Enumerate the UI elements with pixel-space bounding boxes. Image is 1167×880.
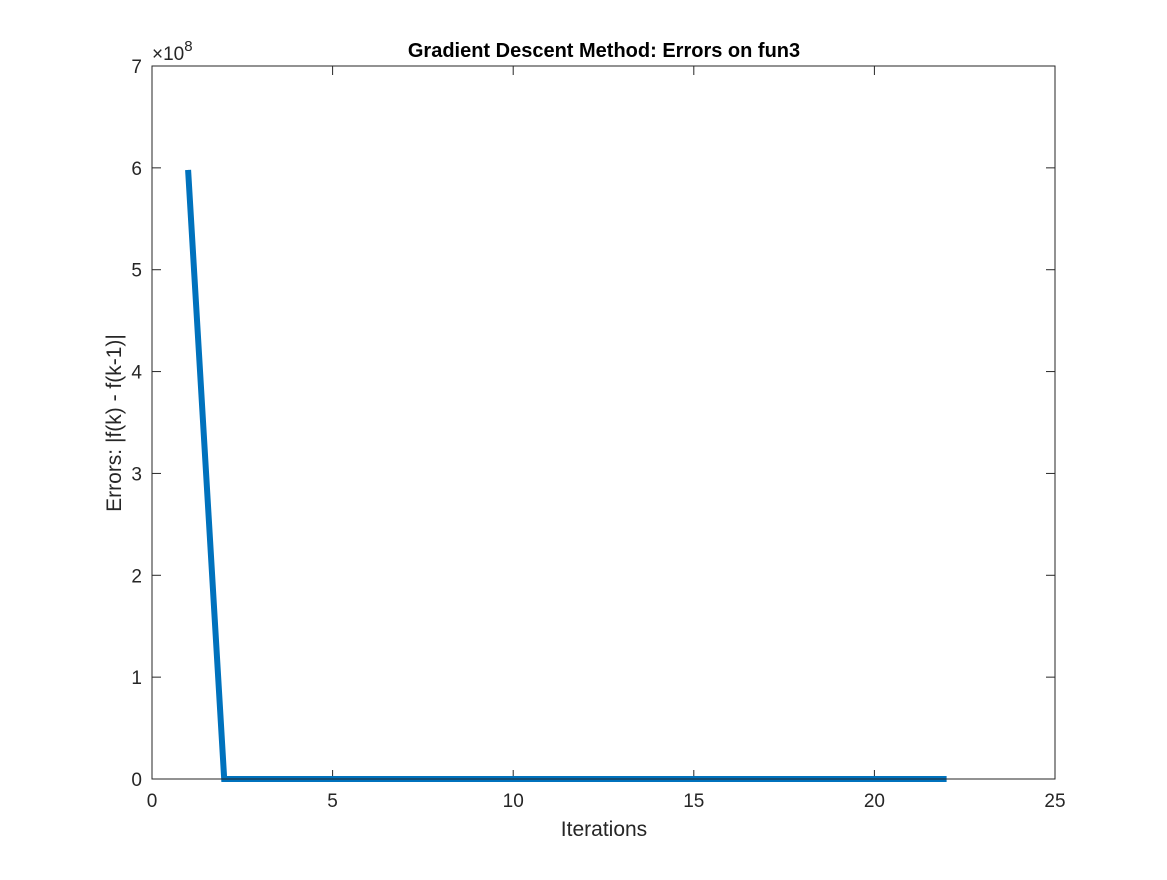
x-tick-label: 20 (864, 791, 885, 812)
y-axis-exponent-power: 8 (184, 38, 192, 55)
x-tick-label: 15 (683, 791, 704, 812)
y-tick-label: 5 (131, 261, 142, 282)
y-tick-label: 2 (131, 566, 142, 587)
x-tick-label: 10 (503, 791, 524, 812)
plot-area (152, 66, 1055, 779)
y-axis-label: Errors: |f(k) - f(k-1)| (103, 334, 126, 512)
y-tick-label: 6 (131, 159, 142, 180)
y-tick-label: 7 (131, 57, 142, 78)
x-tick-label: 0 (147, 791, 158, 812)
x-axis-label: Iterations (561, 818, 647, 841)
x-tick-label: 25 (1044, 791, 1065, 812)
y-tick-label: 3 (131, 464, 142, 485)
y-axis-exponent: ×108 (152, 38, 193, 65)
y-tick-label: 4 (131, 363, 142, 384)
chart-title: Gradient Descent Method: Errors on fun3 (408, 40, 800, 62)
y-axis-exponent-base: ×10 (152, 44, 184, 65)
x-tick-label: 5 (327, 791, 338, 812)
y-tick-label: 0 (131, 770, 142, 791)
y-tick-label: 1 (131, 668, 142, 689)
